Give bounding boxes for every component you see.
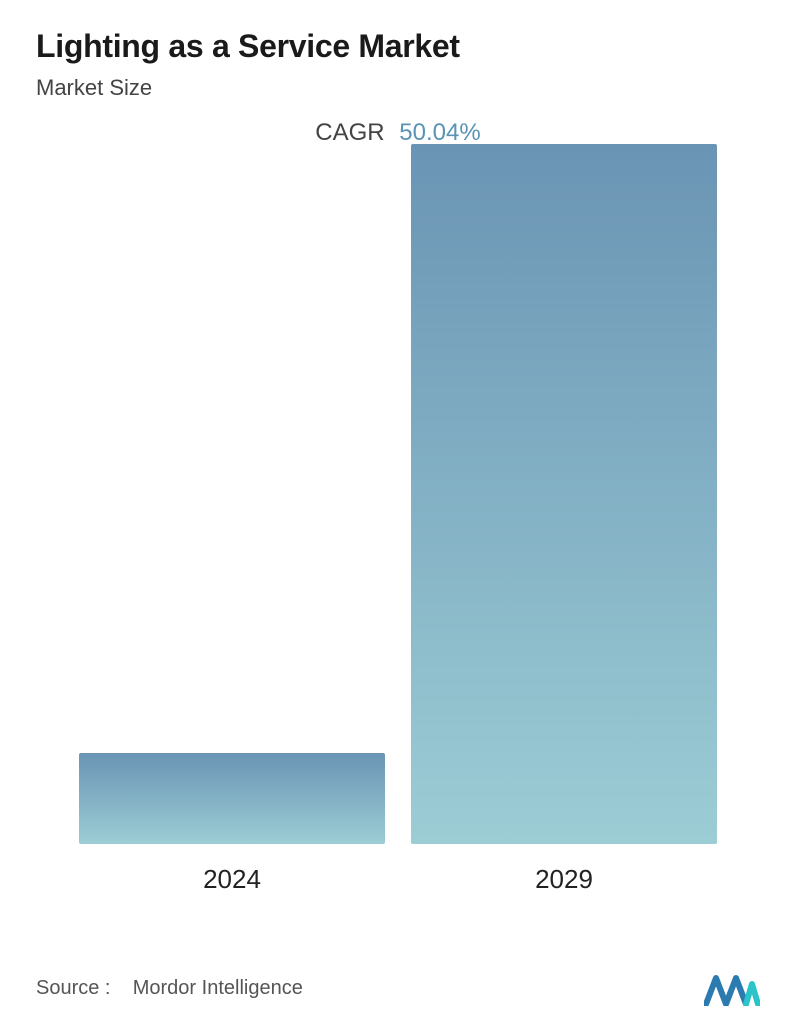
chart-container: Lighting as a Service Market Market Size… <box>0 0 796 1034</box>
brand-logo-icon <box>704 970 760 1006</box>
bar-group: 2029 <box>411 144 716 895</box>
bars-group: 2024 2029 <box>36 155 760 895</box>
footer: Source : Mordor Intelligence <box>36 970 760 1006</box>
chart-title: Lighting as a Service Market <box>36 28 760 65</box>
cagr-row: CAGR 50.04% <box>36 119 760 147</box>
chart-area: 2024 2029 <box>36 155 760 895</box>
bar-group: 2024 <box>79 753 384 895</box>
cagr-value: 50.04% <box>399 119 480 146</box>
source-text: Source : Mordor Intelligence <box>36 977 303 1000</box>
bar <box>79 753 384 844</box>
bar-category-label: 2029 <box>535 864 593 895</box>
bar-category-label: 2024 <box>203 864 261 895</box>
cagr-label: CAGR <box>315 119 384 146</box>
source-name: Mordor Intelligence <box>133 977 303 999</box>
source-label: Source : <box>36 977 110 999</box>
bar <box>411 144 716 844</box>
chart-subtitle: Market Size <box>36 75 760 101</box>
